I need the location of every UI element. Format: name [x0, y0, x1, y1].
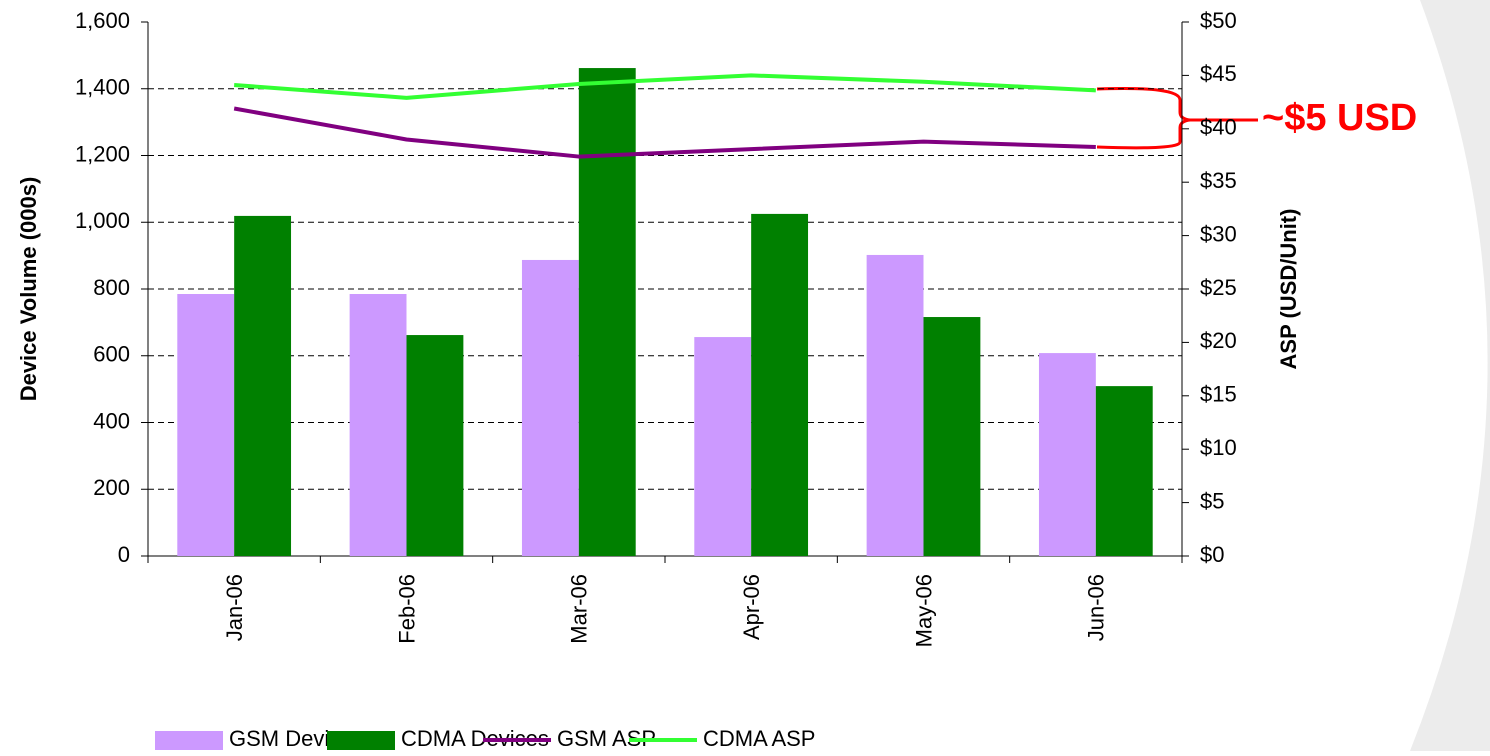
y-tick-label: 1,600 — [75, 8, 130, 33]
legend-swatch — [155, 731, 223, 750]
y-axis-label: Device Volume (000s) — [16, 177, 41, 402]
x-tick-label: Jun-06 — [1084, 574, 1109, 641]
x-tick-label: Jan-06 — [222, 574, 247, 641]
bar — [1095, 386, 1153, 556]
bar — [406, 335, 464, 556]
y-tick-label: 0 — [118, 542, 130, 567]
bar — [866, 254, 924, 556]
annotation: ~$5 USD — [1262, 97, 1417, 139]
y-tick-label: 600 — [93, 342, 130, 367]
x-tick-label: Apr-06 — [739, 574, 764, 640]
bar — [1038, 353, 1096, 556]
legend-swatch — [327, 731, 395, 750]
bar — [234, 215, 292, 556]
x-tick-label: Feb-06 — [394, 574, 419, 644]
bar — [349, 294, 407, 556]
line-series — [234, 73, 1096, 100]
y2-tick-label: $0 — [1200, 542, 1224, 567]
y-tick-label: 200 — [93, 475, 130, 500]
y2-tick-label: $40 — [1200, 115, 1237, 140]
y-tick-label: 1,400 — [75, 75, 130, 100]
y2-tick-label: $45 — [1200, 61, 1237, 86]
y2-tick-label: $50 — [1200, 8, 1237, 33]
y-tick-label: 400 — [93, 408, 130, 433]
x-tick-label: May-06 — [911, 574, 936, 647]
bar — [521, 259, 579, 556]
legend-label: CDMA ASP — [703, 726, 815, 751]
bracket — [1096, 86, 1191, 150]
y2-tick-label: $25 — [1200, 275, 1237, 300]
x-tick-label: Mar-06 — [567, 574, 592, 644]
y2-tick-label: $5 — [1200, 488, 1224, 513]
line-series — [233, 106, 1096, 159]
bar — [923, 317, 981, 556]
y2-tick-label: $35 — [1200, 168, 1237, 193]
y2-axis-label: ASP (USD/Unit) — [1276, 209, 1301, 370]
y-tick-label: 1,000 — [75, 208, 130, 233]
y2-tick-label: $10 — [1200, 435, 1237, 460]
y-tick-label: 800 — [93, 275, 130, 300]
bar — [177, 294, 235, 556]
bar — [578, 68, 636, 557]
y2-tick-label: $30 — [1200, 221, 1237, 246]
y-tick-label: 1,200 — [75, 141, 130, 166]
bar — [694, 337, 752, 556]
bar — [751, 213, 809, 556]
y2-tick-label: $20 — [1200, 328, 1237, 353]
y2-tick-label: $15 — [1200, 382, 1237, 407]
background-decoration — [1410, 0, 1490, 751]
